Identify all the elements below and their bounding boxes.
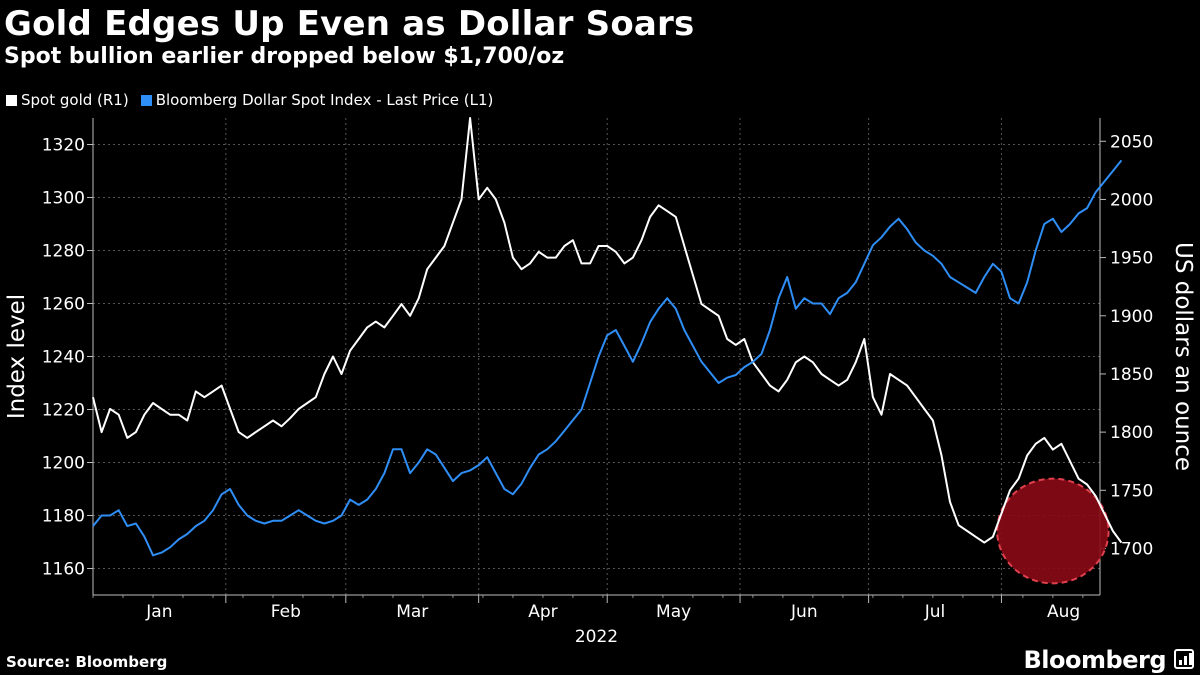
legend-label-dollar: Bloomberg Dollar Spot Index - Last Price… <box>155 91 494 109</box>
x-tick-label: Feb <box>271 602 301 622</box>
legend: Spot gold (R1) Bloomberg Dollar Spot Ind… <box>6 91 505 109</box>
y-right-tick-label: 1700 <box>1110 539 1153 559</box>
legend-item-gold: Spot gold (R1) <box>6 91 129 109</box>
y-right-tick-label: 1900 <box>1110 307 1153 327</box>
y-left-tick-label: 1160 <box>42 560 85 580</box>
tick-labels: 1160 1180 1200 1220 1240 1260 1280 1300 1320 1700… <box>4 132 1196 647</box>
y-right-tick-label: 2050 <box>1110 132 1153 152</box>
source-note: Source: Bloomberg <box>6 653 168 671</box>
legend-label-gold: Spot gold (R1) <box>21 91 129 109</box>
chart-title: Gold Edges Up Even as Dollar Soars <box>4 4 695 44</box>
chart-subtitle: Spot bullion earlier dropped below $1,70… <box>4 44 565 69</box>
y-right-tick-label: 2000 <box>1110 190 1153 210</box>
y-right-axis-title: US dollars an ounce <box>1170 242 1196 471</box>
y-right-tick-label: 1950 <box>1110 249 1153 269</box>
bloomberg-terminal-icon <box>1174 649 1194 669</box>
y-left-tick-label: 1180 <box>42 507 85 527</box>
y-right-tick-label: 1750 <box>1110 481 1153 501</box>
gridlines <box>93 118 1100 595</box>
legend-swatch-gold <box>6 94 17 106</box>
annotation-layer <box>996 477 1110 585</box>
x-tick-label: May <box>656 602 691 622</box>
x-tick-label: Jul <box>924 602 946 622</box>
x-axis-label: 2022 <box>575 627 618 647</box>
x-tick-label: Mar <box>396 602 428 622</box>
x-tick-label: Apr <box>528 602 557 622</box>
legend-swatch-dollar <box>140 94 152 106</box>
x-tick-label: Jan <box>145 602 172 622</box>
legend-item-dollar: Bloomberg Dollar Spot Index - Last Price… <box>140 91 494 109</box>
series-line-gold <box>92 117 1123 544</box>
y-right-tick-label: 1800 <box>1110 423 1153 443</box>
y-left-axis-title: Index level <box>4 294 30 419</box>
y-left-tick-label: 1260 <box>42 295 85 315</box>
y-left-tick-label: 1200 <box>42 454 85 474</box>
y-left-tick-label: 1240 <box>42 348 85 368</box>
series-layer <box>92 117 1123 557</box>
series-line-dollar <box>92 159 1123 557</box>
y-left-tick-label: 1280 <box>42 242 85 262</box>
y-right-tick-label: 1850 <box>1110 365 1153 385</box>
y-left-tick-label: 1220 <box>42 401 85 421</box>
highlight-ellipse <box>996 477 1110 585</box>
y-left-tick-label: 1300 <box>42 189 85 209</box>
bloomberg-logo: Bloomberg <box>1023 646 1167 674</box>
x-tick-label: Jun <box>790 602 818 622</box>
x-tick-label: Aug <box>1047 602 1080 622</box>
y-left-tick-label: 1320 <box>42 136 85 156</box>
